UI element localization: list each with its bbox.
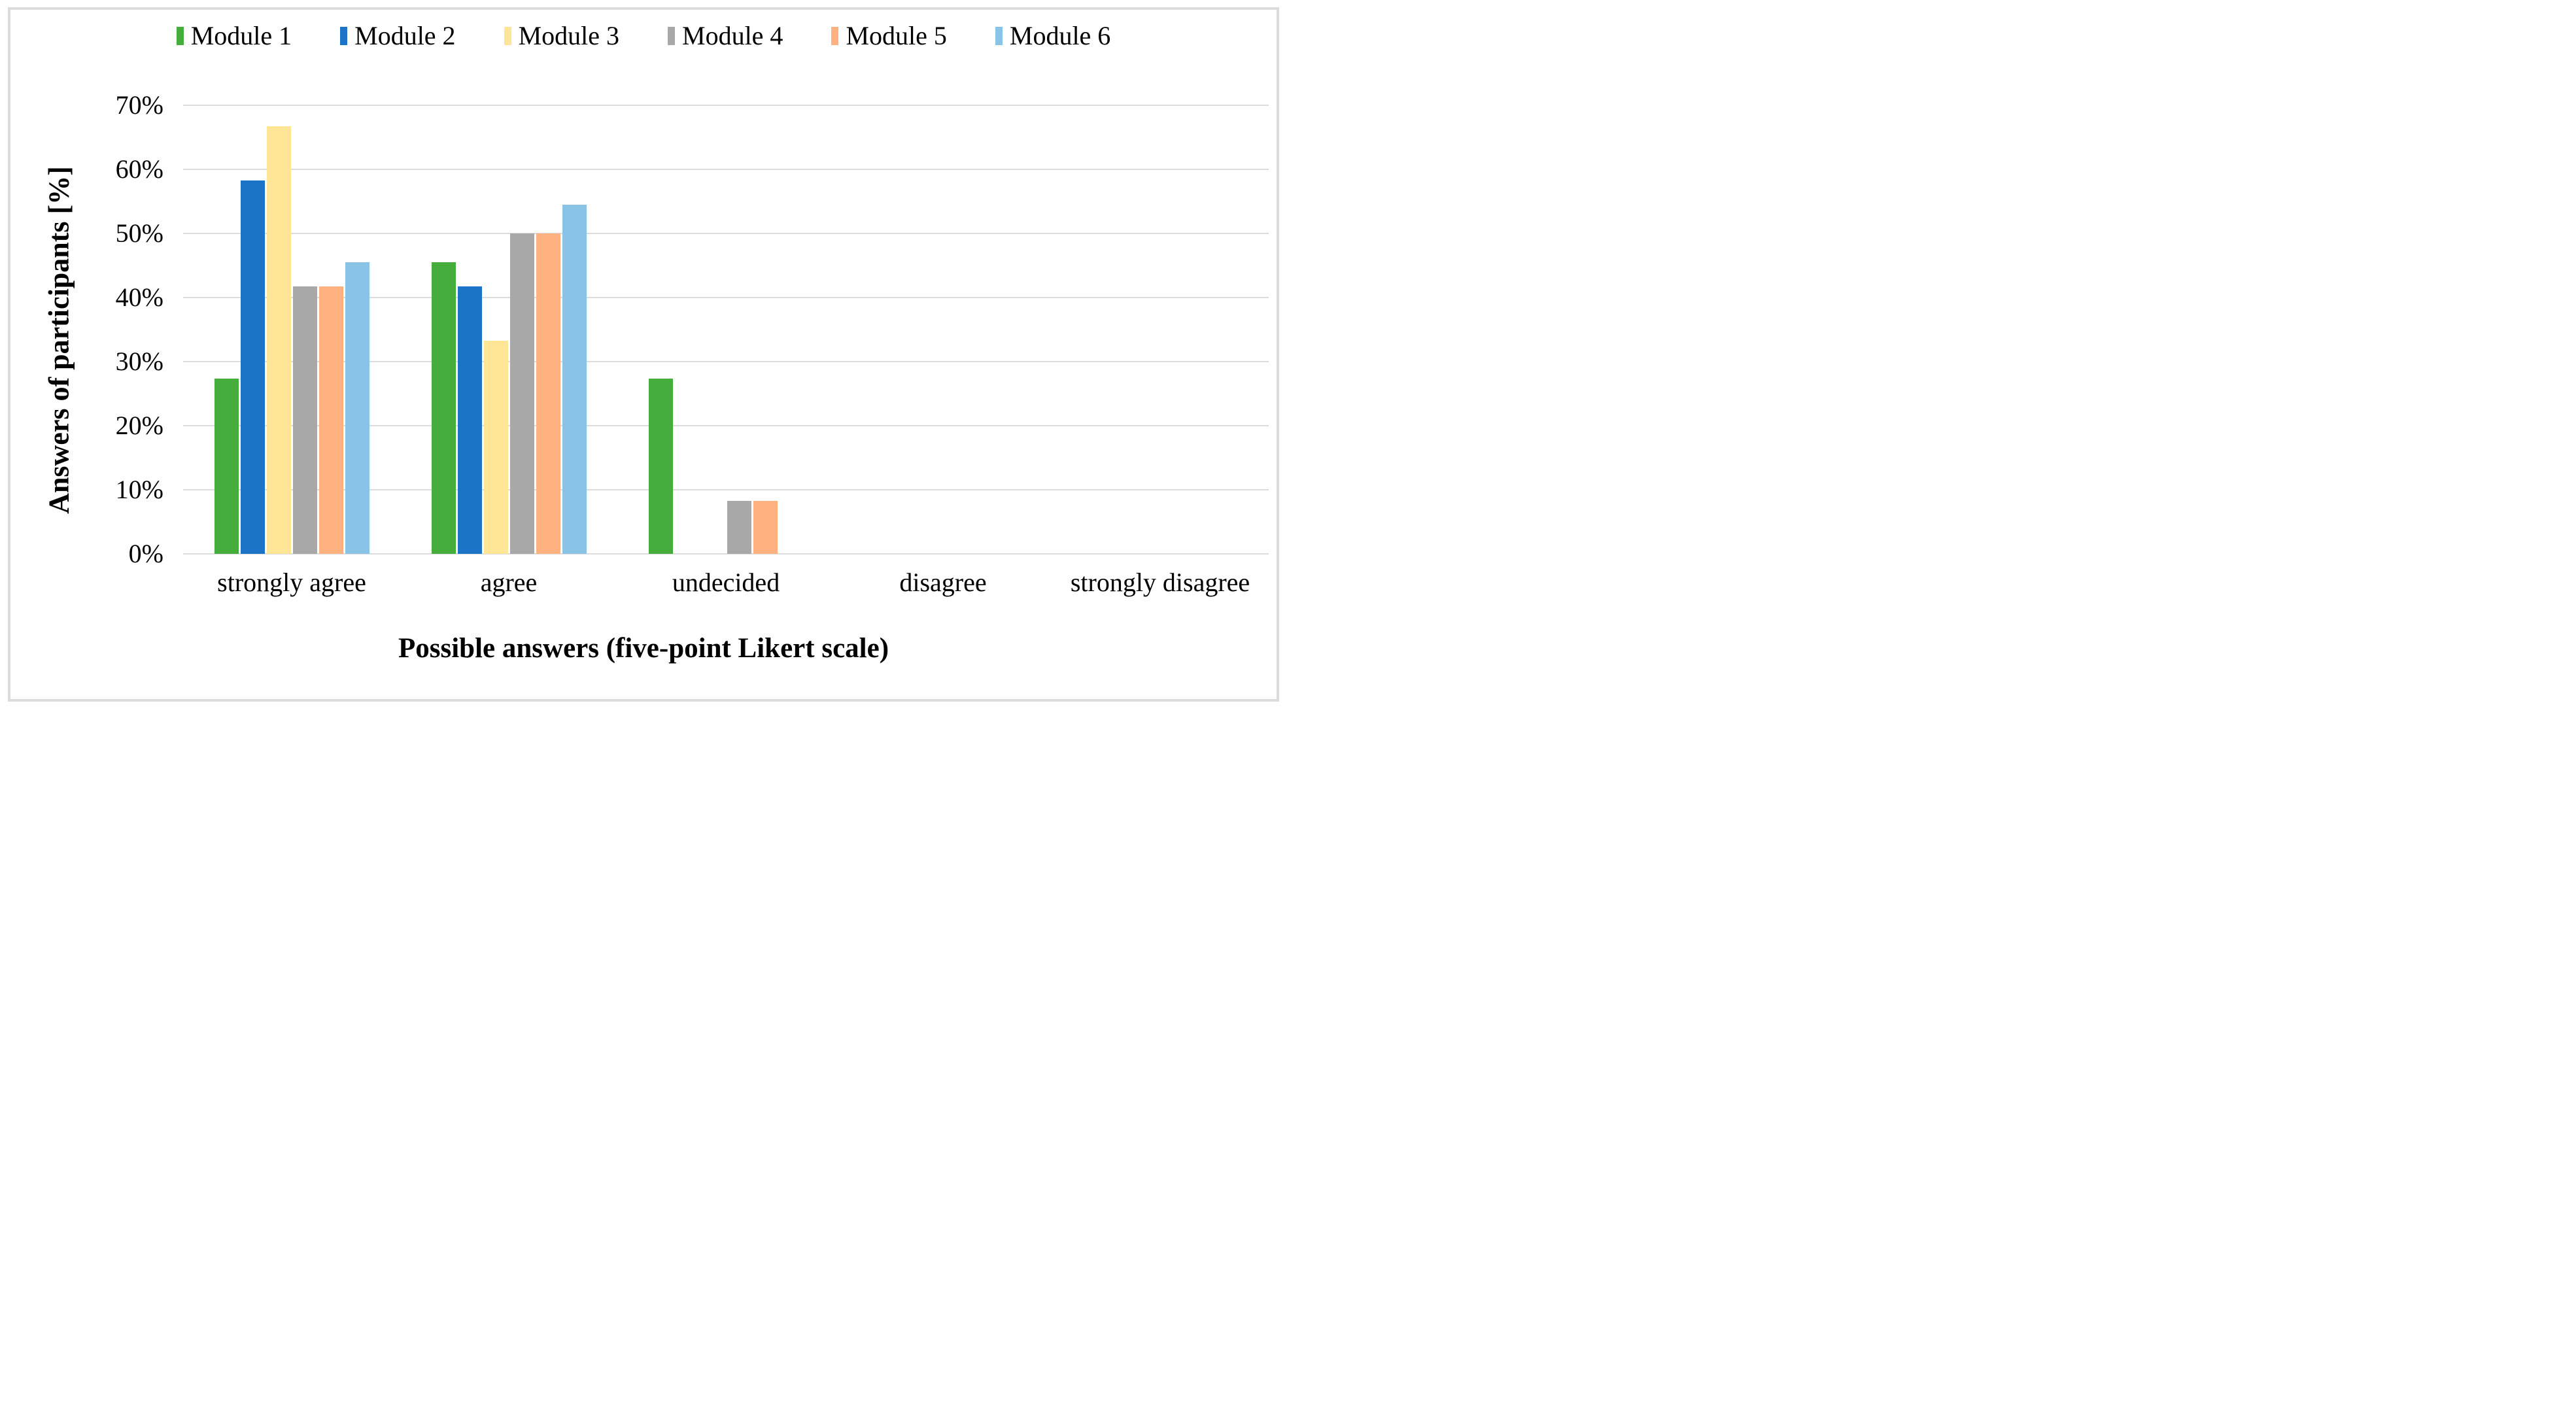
- legend-item-3: Module 3: [504, 23, 619, 49]
- legend-swatch-icon: [831, 27, 839, 45]
- y-tick-label: 70%: [115, 90, 163, 120]
- x-category-label: strongly disagree: [1070, 568, 1250, 597]
- x-axis-category-labels: strongly agree agree undecided disagree stro…: [183, 568, 1269, 597]
- bar-module-6-strongly-agree: [345, 262, 369, 554]
- x-axis-line: [183, 553, 1269, 555]
- bar-module-2-strongly-agree: [240, 180, 265, 554]
- bar-module-1-strongly-agree: [214, 379, 239, 554]
- plot-area: [183, 105, 1269, 555]
- gridline: [183, 425, 1269, 426]
- chart-legend: Module 1 Module 2 Module 3 Module 4 Module 5…: [10, 23, 1277, 49]
- bar-module-4-agree: [509, 233, 534, 554]
- bar-module-5-strongly-agree: [318, 286, 343, 554]
- legend-swatch-icon: [340, 27, 348, 45]
- legend-label: Module 2: [354, 21, 456, 50]
- legend-label: Module 4: [682, 21, 783, 50]
- legend-label: Module 1: [190, 21, 292, 50]
- x-category-label: undecided: [672, 568, 780, 597]
- gridline: [183, 297, 1269, 298]
- bar-group-agree: [400, 105, 617, 554]
- gridline: [183, 361, 1269, 362]
- gridline: [183, 233, 1269, 234]
- legend-item-5: Module 5: [831, 21, 947, 50]
- gridline: [183, 489, 1269, 490]
- y-tick-label: 0%: [128, 539, 163, 568]
- bar-group-strongly-disagree: [1052, 105, 1269, 554]
- y-tick-label: 50%: [115, 218, 163, 248]
- legend-item-4: Module 4: [668, 23, 783, 49]
- bar-group-strongly-agree: [183, 105, 400, 554]
- x-category-label: strongly agree: [217, 568, 366, 597]
- legend-item-2: Module 2: [340, 21, 456, 50]
- y-tick-label: 20%: [115, 411, 163, 440]
- y-tick-label: 30%: [115, 347, 163, 376]
- bar-group-disagree: [834, 105, 1052, 554]
- legend-label: Module 6: [1009, 21, 1111, 50]
- y-axis-tick-labels: 70% 60% 50% 40% 30% 20% 10% 0%: [10, 92, 163, 567]
- bar-module-2-agree: [457, 286, 482, 554]
- legend-swatch-icon: [176, 27, 184, 45]
- bar-module-3-agree: [483, 340, 508, 554]
- bar-module-5-undecided: [753, 500, 778, 554]
- x-category-label: agree: [480, 568, 538, 597]
- legend-swatch-icon: [995, 27, 1003, 45]
- bar-module-1-agree: [431, 262, 456, 554]
- legend-item-6: Module 6: [995, 23, 1110, 49]
- bar-group-undecided: [617, 105, 834, 554]
- x-category-label: disagree: [899, 568, 987, 597]
- bar-module-5-agree: [536, 233, 560, 554]
- bar-groups: [183, 105, 1269, 554]
- legend-label: Module 5: [846, 21, 947, 50]
- legend-swatch-icon: [504, 27, 511, 45]
- y-tick-label: 10%: [115, 475, 163, 504]
- legend-swatch-icon: [668, 27, 675, 45]
- bar-module-6-agree: [562, 204, 587, 554]
- y-tick-label: 40%: [115, 282, 163, 312]
- gridline: [183, 105, 1269, 106]
- bar-module-4-undecided: [727, 500, 751, 554]
- legend-label: Module 3: [518, 21, 619, 50]
- likert-results-bar-chart: Module 1 Module 2 Module 3 Module 4 Module 5…: [8, 7, 1279, 702]
- bar-module-3-strongly-agree: [266, 126, 291, 554]
- bar-module-1-undecided: [648, 379, 673, 554]
- gridline: [183, 169, 1269, 170]
- bar-module-4-strongly-agree: [292, 286, 317, 554]
- x-axis-title: Possible answers (five-point Likert scal…: [398, 633, 889, 664]
- legend-item-1: Module 1: [176, 21, 292, 50]
- y-tick-label: 60%: [115, 154, 163, 184]
